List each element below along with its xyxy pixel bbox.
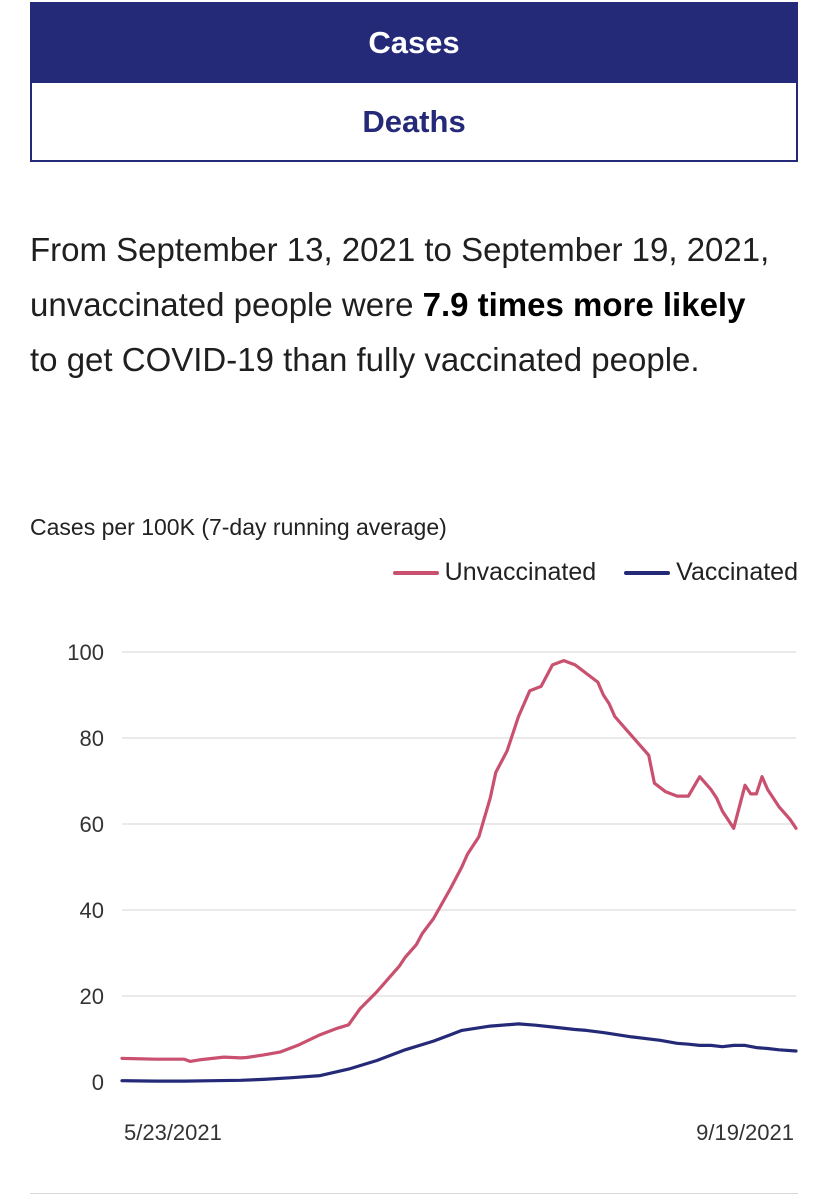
y-tick-label-0: 0 — [92, 1070, 104, 1095]
x-tick-label-start: 5/23/2021 — [124, 1120, 222, 1145]
bottom-divider — [30, 1193, 798, 1194]
summary-bold: 7.9 times more likely — [422, 286, 746, 323]
y-tick-label-80: 80 — [80, 726, 104, 751]
legend-label-vaccinated: Vaccinated — [676, 558, 798, 586]
chart-title: Cases per 100K (7-day running average) — [30, 514, 447, 540]
chart-legend: Unvaccinated Vaccinated — [392, 558, 798, 587]
legend-swatch-unvaccinated — [392, 570, 439, 575]
summary-text-after: to get COVID-19 than fully vaccinated pe… — [30, 341, 700, 378]
y-tick-label-20: 20 — [80, 984, 104, 1009]
x-tick-label-end: 9/19/2021 — [696, 1120, 794, 1145]
legend-item-unvaccinated: Unvaccinated — [392, 558, 597, 587]
y-tick-label-100: 100 — [67, 640, 104, 665]
series-line-unvaccinated — [120, 659, 798, 1063]
line-chart: 0 20 40 60 80 100 5/23/2021 9/19/2021 — [67, 640, 798, 1145]
summary-text-before: From September 13, 2021 to September 19,… — [30, 231, 770, 323]
y-tick-label-40: 40 — [80, 898, 104, 923]
legend-label-unvaccinated: Unvaccinated — [444, 558, 597, 586]
summary-text: From September 13, 2021 to September 19,… — [30, 222, 770, 387]
legend-swatch-vaccinated — [624, 570, 671, 575]
tab-cases[interactable]: Cases — [30, 2, 798, 83]
y-tick-label-60: 60 — [80, 812, 104, 837]
legend-item-vaccinated: Vaccinated — [624, 558, 798, 587]
series-line-vaccinated — [120, 1022, 798, 1083]
tab-deaths[interactable]: Deaths — [30, 82, 798, 162]
